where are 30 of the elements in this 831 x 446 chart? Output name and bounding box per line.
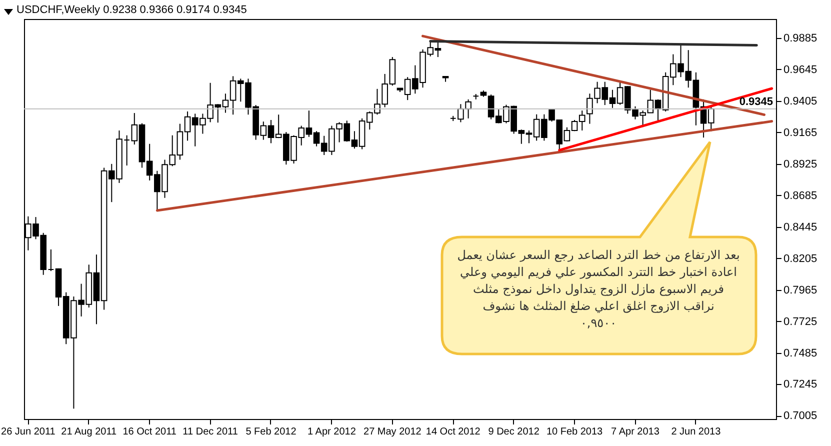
y-tick-label: 0.8445	[784, 221, 818, 234]
y-tick-label: 0.9645	[784, 64, 818, 76]
y-tick-label: 0.9165	[784, 126, 818, 139]
candlestick	[465, 98, 472, 119]
candlestick	[48, 248, 54, 272]
y-tick-label: 0.9885	[784, 32, 818, 45]
x-tick-label: 27 May 2012	[364, 426, 422, 438]
y-tick-label: 0.7965	[784, 284, 818, 296]
x-tick-label: 7 Apr 2013	[611, 426, 660, 438]
x-tick-label: 1 Apr 2012	[308, 426, 356, 438]
y-tick-label: 0.7245	[784, 378, 818, 391]
x-tick-label: 21 Aug 2011	[61, 426, 118, 438]
y-tick-label: 0.8205	[784, 252, 818, 265]
x-tick-label: 11 Dec 2011	[182, 426, 238, 438]
chart-title: USDCHF,Weekly 0.9238 0.9366 0.9174 0.9345	[16, 4, 247, 16]
x-tick-label: 10 Feb 2013	[546, 426, 604, 438]
y-tick-label: 0.9405	[784, 95, 818, 108]
y-tick-label: 0.7005	[784, 410, 818, 422]
x-tick-label: 5 Feb 2012	[246, 426, 297, 438]
y-tick-label: 0.7485	[784, 347, 818, 360]
x-tick-label: 26 Jun 2011	[1, 426, 56, 438]
y-tick-label: 0.8685	[784, 190, 818, 202]
ref-line-label: 0.9345	[739, 96, 773, 108]
y-tick-label: 0.7725	[784, 316, 818, 328]
x-tick-label: 14 Oct 2012	[426, 426, 481, 438]
x-tick-label: 2 Jun 2013	[671, 426, 722, 438]
x-tick-label: 9 Dec 2012	[488, 426, 540, 438]
x-tick-label: 16 Oct 2011	[122, 426, 177, 438]
annotation: بعد الارتفاع من خط الترد الصاعد رجع السعر عشان يعمل اعادة اختبار خط التترد المكسور علي فريم اليومي وعلي فريم الاسبوع مازل الزوج يتداول داخل نموذج مثلث نراقب الازوج اغلق اعلي ضلغ المثلث ها نشوف ٠,٩٥٠٠	[456, 247, 741, 332]
y-tick-label: 0.8925	[784, 158, 818, 170]
